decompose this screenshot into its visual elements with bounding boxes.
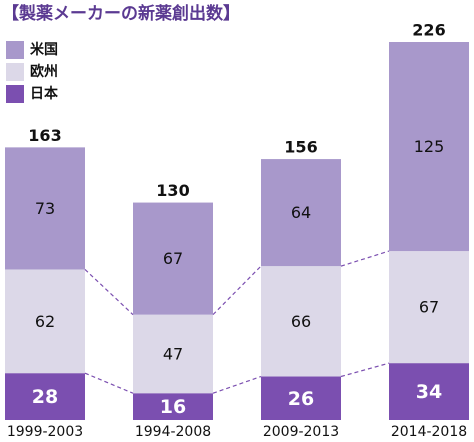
- value-label: 26: [288, 388, 314, 410]
- legend-label: 米国: [30, 41, 58, 58]
- bar-segment: [133, 314, 213, 394]
- x-tick-label: 2014-2018: [391, 424, 467, 440]
- value-label: 16: [160, 396, 186, 418]
- connector: [84, 372, 134, 394]
- bar-segment: [5, 147, 85, 270]
- legend-swatch: [6, 63, 24, 81]
- value-label: 28: [32, 386, 58, 408]
- bar-segment: [5, 373, 85, 420]
- bar-segment: [261, 376, 341, 420]
- total-label: 156: [284, 138, 317, 157]
- legend-label: 欧州: [30, 63, 58, 80]
- value-label: 125: [414, 137, 445, 156]
- total-label: 163: [28, 126, 61, 145]
- value-label: 67: [163, 249, 183, 268]
- connector: [340, 250, 390, 267]
- legend-swatch: [6, 41, 24, 59]
- chart-title: 【製薬メーカーの新薬創出数】: [2, 3, 240, 24]
- total-label: 130: [156, 181, 189, 200]
- value-label: 64: [291, 203, 311, 222]
- value-label: 66: [291, 312, 311, 331]
- bar-segment: [261, 159, 341, 267]
- legend-label: 日本: [30, 85, 59, 102]
- bar-segment: [133, 393, 213, 420]
- total-label: 226: [412, 21, 445, 40]
- bar-segment: [5, 269, 85, 374]
- connector: [84, 269, 134, 316]
- bar-segment: [261, 266, 341, 377]
- value-label: 73: [35, 199, 55, 218]
- value-label: 34: [416, 381, 442, 403]
- bar-segment: [133, 202, 213, 315]
- bar-segment: [389, 42, 469, 252]
- x-tick-label: 1999-2003: [7, 424, 83, 440]
- value-label: 62: [35, 312, 55, 331]
- connector: [340, 362, 390, 378]
- connector: [212, 375, 262, 394]
- x-tick-label: 1994-2008: [135, 424, 211, 440]
- x-tick-label: 2009-2013: [263, 424, 339, 440]
- value-label: 67: [419, 298, 439, 317]
- legend-swatch: [6, 85, 24, 103]
- value-label: 47: [163, 344, 183, 363]
- bar-segment: [389, 251, 469, 364]
- connector: [212, 265, 262, 316]
- bar-segment: [389, 363, 469, 420]
